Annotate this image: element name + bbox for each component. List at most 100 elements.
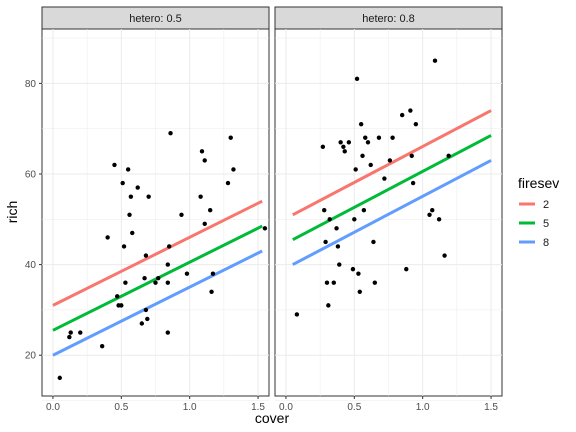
data-point xyxy=(57,375,62,381)
data-point xyxy=(341,144,346,150)
y-tick-label: 40 xyxy=(25,260,37,271)
data-point xyxy=(363,135,368,140)
data-point xyxy=(358,121,364,127)
data-point xyxy=(323,239,328,245)
data-point xyxy=(67,334,72,340)
gridlines-left xyxy=(42,29,269,401)
x-axis-title: cover xyxy=(255,410,290,426)
data-point xyxy=(368,162,373,168)
y-tick-label: 20 xyxy=(25,351,37,362)
data-point xyxy=(156,275,161,281)
data-point xyxy=(326,303,331,308)
data-point xyxy=(179,212,184,217)
data-point xyxy=(262,226,268,231)
data-point xyxy=(135,185,140,190)
fit-line-firesev-8 xyxy=(292,159,492,266)
data-point xyxy=(99,343,105,349)
data-point xyxy=(112,162,117,168)
data-point xyxy=(119,303,124,308)
panel-left: hetero: 0.5 0.0 0.5 1.0 1.5 xyxy=(41,6,270,413)
data-point xyxy=(228,135,233,140)
legend-title: firesev xyxy=(518,175,559,191)
data-point xyxy=(342,149,347,154)
x-tick-label: 1.0 xyxy=(183,402,197,413)
data-point xyxy=(365,140,371,145)
data-point xyxy=(143,253,149,258)
data-point xyxy=(294,312,300,317)
data-point xyxy=(436,217,442,222)
data-point xyxy=(139,321,145,326)
data-point xyxy=(199,149,205,154)
data-point xyxy=(165,280,171,285)
data-point xyxy=(350,266,356,272)
panel-right: hetero: 0.8 0.0 0.5 1.0 1.5 xyxy=(274,6,503,413)
data-point xyxy=(78,330,83,335)
gridlines-right xyxy=(275,29,502,401)
data-point xyxy=(165,330,171,335)
y-axis-ticks: 20 40 60 80 xyxy=(25,79,42,362)
data-point xyxy=(399,112,405,118)
x-tick-label: 1.0 xyxy=(416,402,430,413)
data-point xyxy=(338,140,343,145)
data-point xyxy=(165,262,171,267)
data-point xyxy=(432,58,438,63)
legend-items: 2 5 8 xyxy=(518,196,549,251)
x-tick-label: 0.5 xyxy=(114,402,128,413)
data-point xyxy=(372,280,378,285)
data-point xyxy=(331,280,337,285)
data-point xyxy=(404,266,409,272)
data-point xyxy=(210,271,216,276)
data-point xyxy=(202,221,207,227)
data-point xyxy=(225,180,231,186)
x-tick-label: 1.5 xyxy=(484,402,498,413)
legend-label: 5 xyxy=(543,218,549,230)
data-point xyxy=(209,289,214,294)
points-left xyxy=(57,131,268,381)
fit-lines-right xyxy=(292,109,492,266)
data-point xyxy=(125,167,131,172)
data-point xyxy=(143,307,149,313)
legend-label: 8 xyxy=(543,237,549,249)
data-point xyxy=(376,135,382,140)
data-point xyxy=(324,280,330,285)
strip-label-left: hetero: 0.5 xyxy=(129,13,182,25)
fit-line-firesev-2 xyxy=(52,199,263,307)
data-point xyxy=(427,212,432,217)
data-point xyxy=(430,208,435,213)
data-point xyxy=(413,121,419,127)
data-point xyxy=(142,275,147,281)
data-point xyxy=(168,131,173,136)
data-point xyxy=(410,180,416,186)
data-point xyxy=(231,167,236,172)
data-point xyxy=(360,153,365,159)
data-point xyxy=(356,271,361,276)
data-point xyxy=(357,289,362,294)
legend-label: 2 xyxy=(543,199,549,211)
data-point xyxy=(166,244,172,249)
y-tick-label: 60 xyxy=(25,169,37,180)
data-point xyxy=(361,208,367,213)
y-axis-title: rich xyxy=(4,201,20,224)
points-right xyxy=(294,58,451,317)
data-point xyxy=(446,153,451,159)
data-point xyxy=(115,294,120,299)
x-tick-label: 0.0 xyxy=(46,402,60,413)
x-ticks-right: 0.0 0.5 1.0 1.5 xyxy=(279,396,498,413)
data-point xyxy=(337,262,342,267)
data-point xyxy=(442,253,447,258)
x-tick-label: 0.5 xyxy=(347,402,361,413)
x-ticks-left: 0.0 0.5 1.0 1.5 xyxy=(46,396,265,413)
legend: firesev 2 5 8 xyxy=(518,175,559,251)
data-point xyxy=(327,217,332,222)
fit-line-firesev-5 xyxy=(292,134,492,242)
data-point xyxy=(121,244,127,249)
data-point xyxy=(335,244,341,249)
data-point xyxy=(409,153,414,159)
data-point xyxy=(353,167,358,172)
fit-line-firesev-2 xyxy=(292,109,492,217)
fit-line-firesev-8 xyxy=(52,249,263,357)
data-point xyxy=(320,144,326,150)
strip-label-right: hetero: 0.8 xyxy=(362,13,415,25)
data-point xyxy=(105,235,110,240)
